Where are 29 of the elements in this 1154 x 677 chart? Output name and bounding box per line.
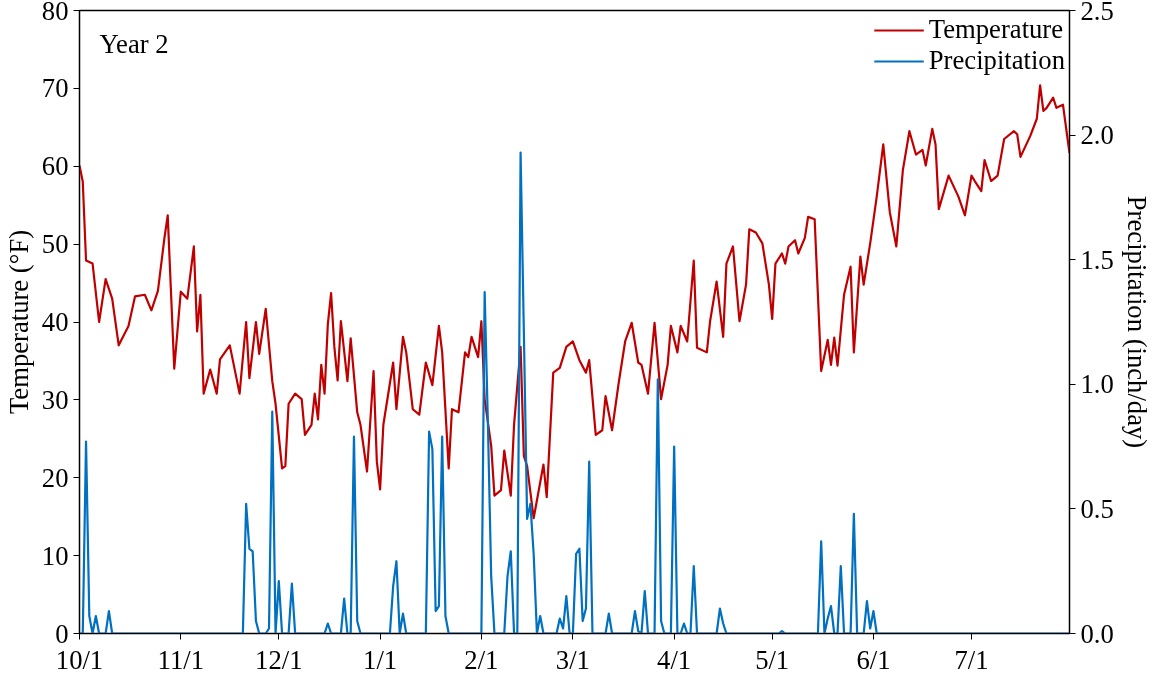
y-axis-title: Temperature (°F) bbox=[3, 229, 34, 415]
legend-label: Precipitation bbox=[928, 45, 1065, 76]
y2-tick-label: 1.5 bbox=[1080, 244, 1114, 275]
y-tick-label: 50 bbox=[41, 229, 69, 260]
legend-label: Temperature bbox=[928, 14, 1064, 45]
x-tick-label: 1/1 bbox=[363, 644, 398, 675]
y2-tick-label: 0.5 bbox=[1080, 493, 1114, 524]
y-tick-label: 40 bbox=[41, 307, 69, 337]
y-tick-label: 70 bbox=[41, 73, 69, 104]
y-tick-label: 20 bbox=[41, 462, 69, 493]
y2-tick-label: 2.0 bbox=[1080, 120, 1114, 151]
y2-axis-title: Precipitation (inch/day) bbox=[1121, 195, 1152, 449]
line-series bbox=[79, 84, 1070, 520]
annotation: Year 2 bbox=[99, 28, 169, 59]
x-tick-label: 11/1 bbox=[157, 644, 204, 675]
x-tick-label: 6/1 bbox=[856, 644, 891, 675]
x-tick-label: 2/1 bbox=[464, 644, 499, 675]
x-tick-label: 12/1 bbox=[255, 644, 303, 675]
x-tick-label: 3/1 bbox=[555, 644, 590, 675]
y-tick-label: 10 bbox=[41, 540, 69, 571]
y-tick-label: 80 bbox=[41, 0, 69, 26]
y-tick-label: 60 bbox=[41, 151, 69, 182]
y2-tick-label: 0.0 bbox=[1080, 618, 1114, 649]
y2-tick-label: 1.0 bbox=[1080, 369, 1114, 400]
x-tick-label: 7/1 bbox=[954, 644, 989, 675]
y-tick-label: 30 bbox=[41, 384, 69, 415]
x-tick-label: 4/1 bbox=[657, 644, 692, 675]
x-tick-label: 5/1 bbox=[755, 644, 790, 675]
y2-tick-label: 2.5 bbox=[1080, 0, 1114, 26]
